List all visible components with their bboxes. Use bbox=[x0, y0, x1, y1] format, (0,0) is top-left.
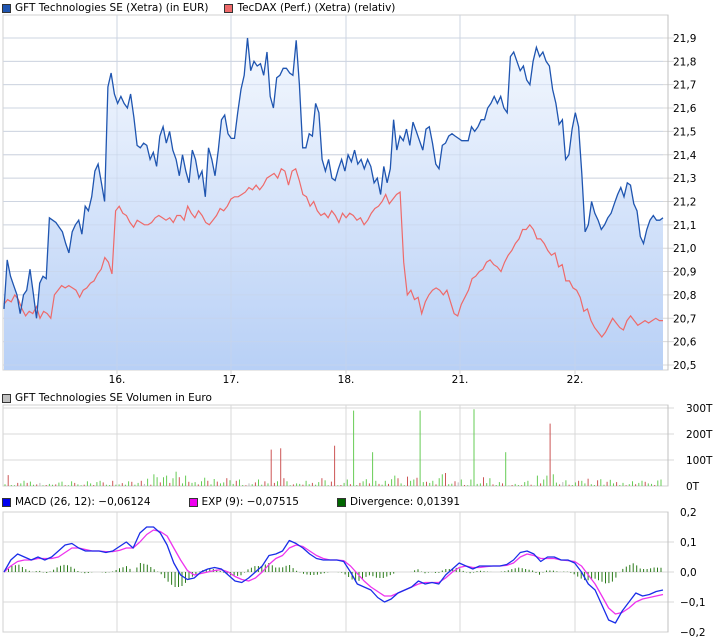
divergence-swatch-icon bbox=[336, 497, 346, 507]
y-tick-label: 100T bbox=[686, 455, 713, 467]
y-tick-label: 21,4 bbox=[673, 150, 697, 162]
gft-area bbox=[4, 38, 663, 370]
legend-item-tecdax: TecDAX (Perf.) (Xetra) (relativ) bbox=[222, 2, 395, 14]
y-tick-label: 21,2 bbox=[673, 196, 696, 208]
y-tick-label: 21,5 bbox=[673, 126, 696, 138]
y-tick-label: 21,9 bbox=[673, 33, 696, 45]
legend-label-exp: EXP (9): −0,07515 bbox=[201, 496, 299, 508]
y-tick-label: 0,1 bbox=[680, 537, 697, 549]
legend-item-exp: EXP (9): −0,07515 bbox=[187, 496, 299, 508]
y-tick-label: 20,9 bbox=[673, 267, 696, 279]
y-tick-label: 21,8 bbox=[673, 56, 696, 68]
y-tick-label: 0T bbox=[686, 481, 700, 493]
y-tick-label: 20,5 bbox=[673, 360, 696, 372]
legend-label-gft: GFT Technologies SE (Xetra) (in EUR) bbox=[15, 2, 209, 14]
y-tick-label: −0,2 bbox=[680, 627, 706, 639]
x-tick-label: 17. bbox=[223, 374, 240, 386]
exp-swatch-icon bbox=[188, 497, 198, 507]
macd-line bbox=[3, 526, 664, 624]
gft-line bbox=[3, 37, 664, 319]
legend-item-volume: GFT Technologies SE Volumen in Euro bbox=[0, 392, 212, 404]
y-tick-label: −0,1 bbox=[680, 597, 706, 609]
legend-label-volume: GFT Technologies SE Volumen in Euro bbox=[15, 392, 212, 404]
y-tick-label: 0,2 bbox=[680, 507, 697, 519]
legend-label-tecdax: TecDAX (Perf.) (Xetra) (relativ) bbox=[237, 2, 396, 14]
legend-item-gft: GFT Technologies SE (Xetra) (in EUR) bbox=[0, 2, 208, 14]
y-tick-label: 200T bbox=[686, 429, 713, 441]
legend-label-macd: MACD (26, 12): −0,06124 bbox=[15, 496, 151, 508]
macd-legend: MACD (26, 12): −0,06124 EXP (9): −0,0751… bbox=[0, 495, 474, 509]
volume-plot-frame bbox=[2, 404, 669, 487]
volume-legend: GFT Technologies SE Volumen in Euro bbox=[0, 391, 226, 405]
y-tick-label: 300T bbox=[686, 403, 713, 415]
y-tick-label: 20,8 bbox=[673, 290, 696, 302]
y-tick-label: 21,1 bbox=[673, 220, 696, 232]
legend-item-divergence: Divergence: 0,01391 bbox=[335, 496, 460, 508]
x-tick-label: 22. bbox=[567, 374, 584, 386]
y-tick-label: 21,0 bbox=[673, 243, 696, 255]
x-tick-label: 21. bbox=[452, 374, 469, 386]
y-tick-label: 21,6 bbox=[673, 103, 697, 115]
volume-swatch-icon bbox=[2, 393, 11, 403]
x-tick-label: 16. bbox=[109, 374, 126, 386]
tecdax-swatch-icon bbox=[224, 3, 234, 13]
legend-label-divergence: Divergence: 0,01391 bbox=[349, 496, 461, 508]
y-tick-label: 21,7 bbox=[673, 80, 696, 92]
y-tick-label: 21,3 bbox=[673, 173, 696, 185]
price-legend: GFT Technologies SE (Xetra) (in EUR) Tec… bbox=[0, 1, 409, 15]
y-tick-label: 20,7 bbox=[673, 313, 696, 325]
volume-panel: 300T 200T 100T 0T bbox=[2, 403, 713, 493]
price-panel: 21,9 21,8 21,7 21,6 21,5 21,4 21,3 21,2 21,1 21,0… bbox=[2, 14, 697, 386]
y-tick-label: 20,6 bbox=[673, 337, 697, 349]
macd-swatch-icon bbox=[2, 497, 11, 507]
y-tick-label: 0,0 bbox=[680, 567, 697, 579]
x-tick-label: 18. bbox=[338, 374, 355, 386]
legend-item-macd: MACD (26, 12): −0,06124 bbox=[0, 496, 151, 508]
gft-swatch-icon bbox=[2, 3, 11, 13]
tecdax-line bbox=[3, 167, 663, 338]
macd-panel: 0,2 0,1 0,0 −0,1 −0,2 bbox=[2, 507, 706, 639]
